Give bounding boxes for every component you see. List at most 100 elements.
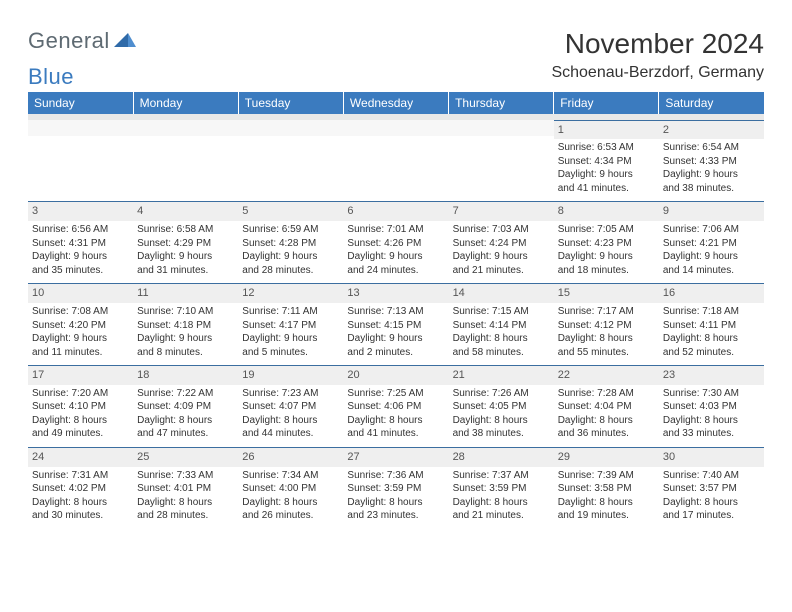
- day-number: 14: [449, 284, 554, 303]
- daylight-line: and 38 minutes.: [453, 427, 550, 441]
- sunrise-line: Sunrise: 7:01 AM: [347, 223, 444, 237]
- sunrise-line: Sunrise: 7:25 AM: [347, 387, 444, 401]
- sunrise-line: Sunrise: 7:36 AM: [347, 469, 444, 483]
- sunrise-line: Sunrise: 7:33 AM: [137, 469, 234, 483]
- calendar-day-cell: 12Sunrise: 7:11 AMSunset: 4:17 PMDayligh…: [238, 284, 343, 366]
- daylight-line: and 41 minutes.: [347, 427, 444, 441]
- sunrise-line: Sunrise: 7:13 AM: [347, 305, 444, 319]
- daylight-line: Daylight: 8 hours: [453, 414, 550, 428]
- calendar-day-cell: 14Sunrise: 7:15 AMSunset: 4:14 PMDayligh…: [449, 284, 554, 366]
- logo-triangle-icon: [114, 33, 136, 51]
- day-number: 9: [659, 202, 764, 221]
- sunrise-line: Sunrise: 7:31 AM: [32, 469, 129, 483]
- day-number: 3: [28, 202, 133, 221]
- calendar-day-cell: 27Sunrise: 7:36 AMSunset: 3:59 PMDayligh…: [343, 447, 448, 528]
- daylight-line: Daylight: 8 hours: [558, 332, 655, 346]
- calendar-day-cell: 7Sunrise: 7:03 AMSunset: 4:24 PMDaylight…: [449, 202, 554, 284]
- calendar-day-cell: 22Sunrise: 7:28 AMSunset: 4:04 PMDayligh…: [554, 366, 659, 448]
- sunrise-line: Sunrise: 7:11 AM: [242, 305, 339, 319]
- day-number: 20: [343, 366, 448, 385]
- sunset-line: Sunset: 4:09 PM: [137, 400, 234, 414]
- empty-day-number: [133, 120, 238, 136]
- calendar-day-cell: 5Sunrise: 6:59 AMSunset: 4:28 PMDaylight…: [238, 202, 343, 284]
- calendar-table: SundayMondayTuesdayWednesdayThursdayFrid…: [28, 92, 764, 529]
- calendar-day-cell: 16Sunrise: 7:18 AMSunset: 4:11 PMDayligh…: [659, 284, 764, 366]
- sunset-line: Sunset: 4:06 PM: [347, 400, 444, 414]
- calendar-day-cell: 3Sunrise: 6:56 AMSunset: 4:31 PMDaylight…: [28, 202, 133, 284]
- calendar-day-cell: 15Sunrise: 7:17 AMSunset: 4:12 PMDayligh…: [554, 284, 659, 366]
- calendar-day-cell: 28Sunrise: 7:37 AMSunset: 3:59 PMDayligh…: [449, 447, 554, 528]
- daylight-line: Daylight: 9 hours: [558, 250, 655, 264]
- daylight-line: and 2 minutes.: [347, 346, 444, 360]
- calendar-day-cell: 23Sunrise: 7:30 AMSunset: 4:03 PMDayligh…: [659, 366, 764, 448]
- sunrise-line: Sunrise: 6:53 AM: [558, 141, 655, 155]
- daylight-line: and 28 minutes.: [137, 509, 234, 523]
- weekday-header: Wednesday: [343, 92, 448, 114]
- daylight-line: and 47 minutes.: [137, 427, 234, 441]
- sunrise-line: Sunrise: 7:10 AM: [137, 305, 234, 319]
- calendar-day-cell: 20Sunrise: 7:25 AMSunset: 4:06 PMDayligh…: [343, 366, 448, 448]
- calendar-day-cell: 4Sunrise: 6:58 AMSunset: 4:29 PMDaylight…: [133, 202, 238, 284]
- sunset-line: Sunset: 3:58 PM: [558, 482, 655, 496]
- sunrise-line: Sunrise: 7:08 AM: [32, 305, 129, 319]
- empty-day-number: [238, 120, 343, 136]
- weekday-header: Thursday: [449, 92, 554, 114]
- daylight-line: and 30 minutes.: [32, 509, 129, 523]
- daylight-line: and 24 minutes.: [347, 264, 444, 278]
- day-number: 6: [343, 202, 448, 221]
- weekday-header: Saturday: [659, 92, 764, 114]
- daylight-line: and 33 minutes.: [663, 427, 760, 441]
- sunset-line: Sunset: 4:18 PM: [137, 319, 234, 333]
- sunrise-line: Sunrise: 7:03 AM: [453, 223, 550, 237]
- calendar-day-cell: 10Sunrise: 7:08 AMSunset: 4:20 PMDayligh…: [28, 284, 133, 366]
- day-number: 1: [554, 121, 659, 140]
- daylight-line: Daylight: 8 hours: [242, 414, 339, 428]
- empty-day-number: [449, 120, 554, 136]
- daylight-line: and 5 minutes.: [242, 346, 339, 360]
- day-number: 29: [554, 448, 659, 467]
- sunrise-line: Sunrise: 7:37 AM: [453, 469, 550, 483]
- daylight-line: and 52 minutes.: [663, 346, 760, 360]
- daylight-line: and 35 minutes.: [32, 264, 129, 278]
- sunrise-line: Sunrise: 7:39 AM: [558, 469, 655, 483]
- day-number: 18: [133, 366, 238, 385]
- day-number: 10: [28, 284, 133, 303]
- daylight-line: and 8 minutes.: [137, 346, 234, 360]
- daylight-line: and 36 minutes.: [558, 427, 655, 441]
- daylight-line: and 14 minutes.: [663, 264, 760, 278]
- day-number: 21: [449, 366, 554, 385]
- sunset-line: Sunset: 4:10 PM: [32, 400, 129, 414]
- header-row: General November 2024 Schoenau-Berzdorf,…: [28, 28, 764, 82]
- calendar-day-cell: 30Sunrise: 7:40 AMSunset: 3:57 PMDayligh…: [659, 447, 764, 528]
- sunrise-line: Sunrise: 7:17 AM: [558, 305, 655, 319]
- daylight-line: and 26 minutes.: [242, 509, 339, 523]
- empty-day-number: [343, 120, 448, 136]
- day-number: 19: [238, 366, 343, 385]
- calendar-day-cell: 26Sunrise: 7:34 AMSunset: 4:00 PMDayligh…: [238, 447, 343, 528]
- sunrise-line: Sunrise: 6:59 AM: [242, 223, 339, 237]
- day-number: 4: [133, 202, 238, 221]
- daylight-line: and 41 minutes.: [558, 182, 655, 196]
- daylight-line: Daylight: 8 hours: [558, 414, 655, 428]
- sunset-line: Sunset: 4:21 PM: [663, 237, 760, 251]
- sunrise-line: Sunrise: 7:05 AM: [558, 223, 655, 237]
- daylight-line: and 49 minutes.: [32, 427, 129, 441]
- calendar-day-cell: 18Sunrise: 7:22 AMSunset: 4:09 PMDayligh…: [133, 366, 238, 448]
- daylight-line: Daylight: 8 hours: [32, 414, 129, 428]
- sunset-line: Sunset: 4:14 PM: [453, 319, 550, 333]
- sunrise-line: Sunrise: 7:22 AM: [137, 387, 234, 401]
- weekday-header: Tuesday: [238, 92, 343, 114]
- daylight-line: and 28 minutes.: [242, 264, 339, 278]
- calendar-day-cell: 24Sunrise: 7:31 AMSunset: 4:02 PMDayligh…: [28, 447, 133, 528]
- sunset-line: Sunset: 4:28 PM: [242, 237, 339, 251]
- day-number: 13: [343, 284, 448, 303]
- calendar-week-row: 1Sunrise: 6:53 AMSunset: 4:34 PMDaylight…: [28, 120, 764, 202]
- sunset-line: Sunset: 4:33 PM: [663, 155, 760, 169]
- day-number: 11: [133, 284, 238, 303]
- daylight-line: Daylight: 9 hours: [347, 250, 444, 264]
- day-number: 26: [238, 448, 343, 467]
- sunset-line: Sunset: 4:04 PM: [558, 400, 655, 414]
- daylight-line: Daylight: 8 hours: [663, 496, 760, 510]
- sunrise-line: Sunrise: 7:40 AM: [663, 469, 760, 483]
- calendar-day-cell: 11Sunrise: 7:10 AMSunset: 4:18 PMDayligh…: [133, 284, 238, 366]
